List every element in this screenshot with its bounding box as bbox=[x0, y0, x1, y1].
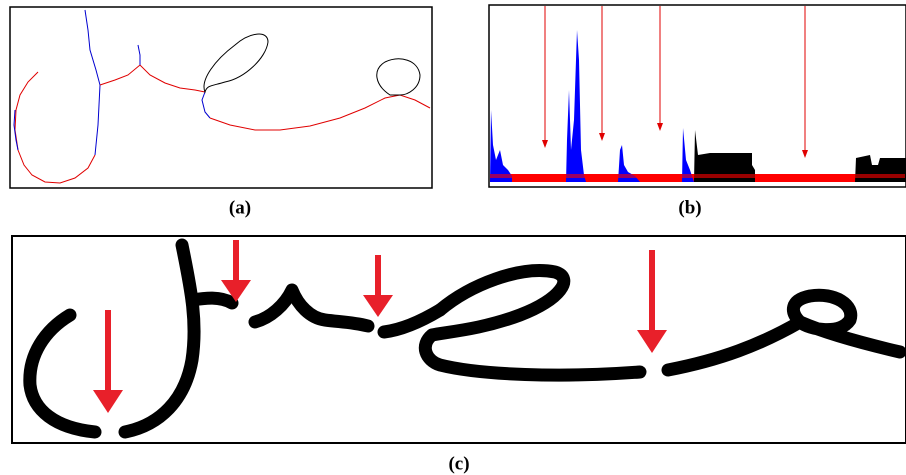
arrowhead bbox=[599, 133, 605, 141]
loop-black bbox=[203, 33, 269, 94]
panel-frame bbox=[9, 6, 433, 189]
ink-stroke bbox=[23, 308, 102, 439]
arrowhead bbox=[363, 295, 393, 317]
stroke-blue bbox=[13, 109, 19, 151]
ink-stroke bbox=[185, 291, 239, 310]
panel-a: (a) bbox=[9, 6, 433, 218]
panel-c: (c) bbox=[11, 235, 906, 474]
loop-black bbox=[376, 58, 421, 96]
ink-stroke bbox=[118, 238, 201, 439]
ink-stroke bbox=[248, 283, 375, 333]
arrowhead bbox=[221, 280, 251, 302]
stroke-red bbox=[99, 64, 206, 93]
cut-arrows bbox=[105, 240, 655, 392]
ink-stroke bbox=[418, 264, 647, 382]
blue-profile bbox=[566, 30, 586, 182]
arrowhead bbox=[93, 390, 123, 413]
blue-profile bbox=[618, 145, 640, 182]
blue-profile bbox=[682, 128, 694, 182]
arrowhead bbox=[802, 150, 808, 158]
arrowhead bbox=[542, 140, 548, 148]
black-profile bbox=[694, 130, 755, 182]
cut-markers bbox=[544, 6, 806, 155]
panel-b: (b) bbox=[488, 4, 906, 218]
stroke-red bbox=[209, 94, 431, 131]
stroke-red bbox=[14, 71, 96, 184]
stroke-blue bbox=[137, 44, 141, 65]
ink-stroke bbox=[661, 288, 906, 377]
arrowhead bbox=[637, 330, 667, 353]
panel-label: (a) bbox=[229, 197, 251, 218]
blue-profile bbox=[490, 110, 512, 182]
arrowhead bbox=[657, 123, 663, 131]
handwriting bbox=[23, 238, 906, 439]
red-band bbox=[490, 174, 905, 178]
cut-arrowheads bbox=[93, 280, 667, 413]
panel-label: (b) bbox=[678, 197, 701, 218]
cut-arrowheads bbox=[542, 123, 808, 158]
panel-label: (c) bbox=[448, 453, 469, 474]
stroke-blue bbox=[201, 91, 211, 119]
